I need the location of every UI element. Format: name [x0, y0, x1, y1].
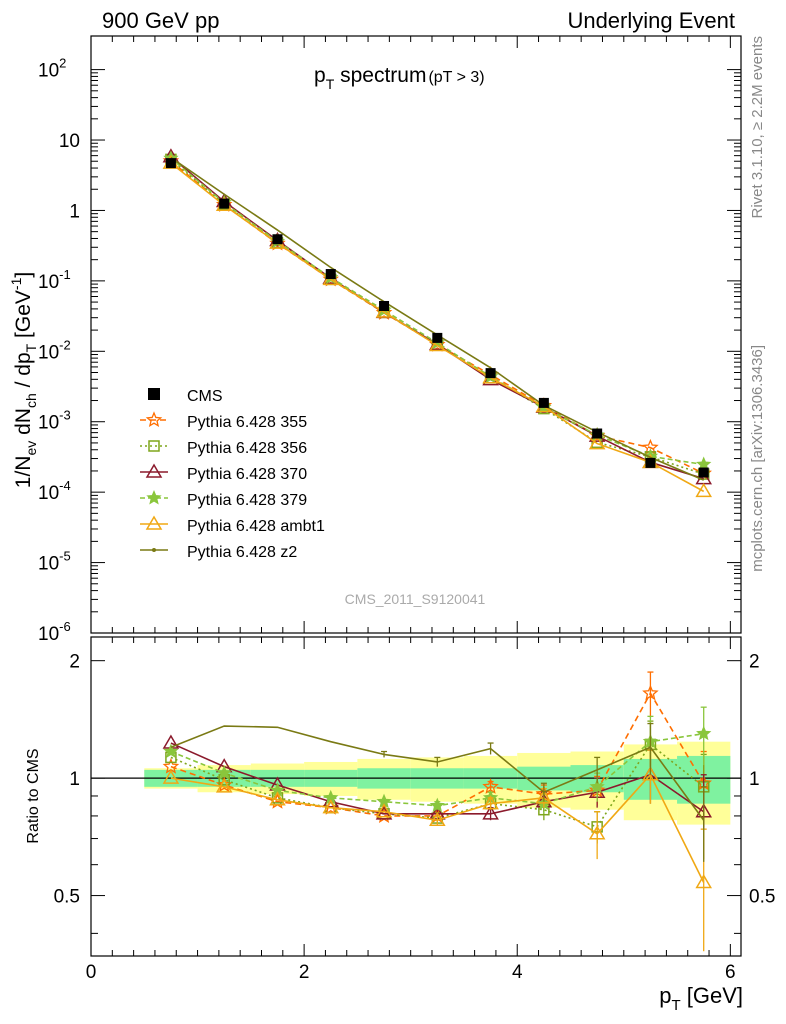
ratio-tick-label-right: 2	[749, 652, 760, 673]
ratio-series-point	[695, 874, 713, 889]
main-series-point	[375, 303, 393, 318]
legend-marker	[146, 489, 162, 505]
y-tick-label: 10-1	[38, 267, 71, 293]
legend-label: Pythia 6.428 370	[187, 466, 307, 483]
ratio-series-point	[162, 769, 180, 784]
ratio-series-group	[170, 722, 707, 862]
y-tick-label: 10-4	[38, 478, 71, 504]
ratio-series-point	[375, 803, 393, 818]
legend-marker	[145, 463, 163, 478]
x-tick-label: 6	[725, 962, 736, 983]
legend: CMS Pythia 6.428 355 Pythia 6.428 356 Pythi…	[140, 388, 325, 561]
data-point	[165, 158, 176, 169]
legend-label: Pythia 6.428 ambt1	[187, 518, 325, 535]
ratio-series-point	[696, 725, 712, 741]
ratio-series-point	[482, 795, 499, 810]
header-left: 900 GeV pp	[102, 8, 219, 33]
ratio-series-point	[216, 765, 232, 780]
ratio-frame	[90, 636, 742, 957]
ratio-series-point	[482, 805, 499, 820]
y-tick-label: 1	[69, 201, 80, 222]
data-point	[432, 332, 443, 343]
y-axis-title-text: 1/Nev dNch / dpT [GeV-1]	[8, 272, 39, 488]
watermark: CMS_2011_S9120041	[345, 591, 486, 607]
legend-marker	[145, 411, 163, 428]
ratio-series-point	[642, 684, 659, 701]
y-axis-title: 1/Nev dNch / dpT [GeV-1]	[8, 272, 39, 488]
ratio-series-point	[429, 811, 446, 826]
ratio-tick-label-right: 1	[749, 769, 760, 790]
ratio-tick-label-right: 0.5	[749, 887, 775, 908]
data-point	[485, 368, 496, 379]
legend-marker	[148, 440, 160, 452]
main-series-point	[429, 337, 446, 352]
data-point	[698, 467, 709, 478]
legend-label: Pythia 6.428 379	[187, 492, 307, 509]
side-label-bottom: mcplots.cern.ch [arXiv:1306.3436]	[749, 345, 766, 572]
ratio-series-point	[642, 766, 659, 781]
main-series-line	[170, 162, 705, 493]
ratio-series-point	[322, 799, 340, 814]
data-point	[592, 428, 603, 439]
data-point	[379, 300, 390, 311]
x-axis-title: pT [GeV]	[659, 983, 743, 1014]
main-series-point	[588, 435, 606, 450]
legend-marker	[145, 515, 163, 530]
main-frame	[90, 35, 742, 634]
ratio-series-point	[535, 789, 553, 804]
y-tick-label: 10-2	[38, 337, 71, 363]
ratio-series-point	[269, 791, 286, 806]
plot-title: pT spectrum (pT > 3)	[314, 64, 485, 92]
y-tick-label: 10-3	[38, 408, 71, 434]
main-series-point	[695, 482, 713, 498]
main-series-line	[170, 156, 705, 481]
side-label-top: Rivet 3.1.10, ≥ 2.2M events	[749, 36, 766, 219]
y-tick-label: 102	[38, 56, 66, 82]
data-point	[272, 234, 283, 245]
legend-label: Pythia 6.428 z2	[187, 544, 297, 561]
ratio-series-point	[163, 743, 179, 759]
data-point	[645, 457, 656, 468]
x-tick-label: 4	[512, 962, 523, 983]
y-tick-label: 10	[59, 131, 80, 152]
header-right: Underlying Event	[567, 8, 735, 33]
y-tick-label: 10-6	[38, 619, 71, 645]
ratio-series-point	[429, 797, 445, 813]
legend-label-data: CMS	[187, 388, 223, 405]
x-tick-label: 2	[299, 962, 310, 983]
ratio-series-point	[589, 778, 605, 794]
data-point	[325, 269, 336, 280]
ratio-series-point	[215, 778, 233, 793]
legend-marker-data	[148, 388, 160, 400]
main-panel: 10-6 10-5 10-4 10-3 10-2 10-1 1 10 102 pT spectr…	[8, 35, 742, 645]
y-tick-label: 10-5	[38, 549, 71, 575]
legend-label: Pythia 6.428 356	[187, 440, 307, 457]
ratio-series-point	[588, 825, 606, 840]
ratio-tick-label: 1	[69, 769, 80, 790]
main-series-group	[170, 156, 705, 481]
ratio-tick-label: 2	[69, 652, 80, 673]
ratio-tick-label: 0.5	[54, 887, 80, 908]
data-points	[165, 158, 709, 478]
legend-label: Pythia 6.428 355	[187, 414, 307, 431]
x-tick-label: 0	[86, 962, 97, 983]
ratio-panel: 0.5 0.5 1 1 2 2 Ratio to CMS	[25, 636, 775, 957]
main-series-group	[162, 148, 713, 485]
data-point	[538, 397, 549, 408]
ratio-axis-title: Ratio to CMS	[25, 748, 42, 843]
legend-marker	[152, 548, 156, 552]
data-point	[219, 198, 230, 209]
